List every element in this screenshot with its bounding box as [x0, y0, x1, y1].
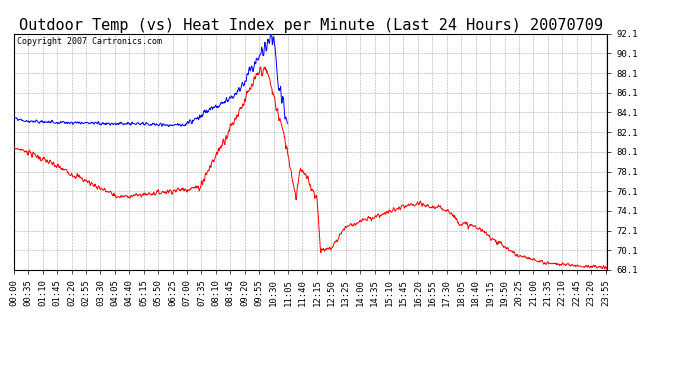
Text: Copyright 2007 Cartronics.com: Copyright 2007 Cartronics.com — [17, 37, 161, 46]
Title: Outdoor Temp (vs) Heat Index per Minute (Last 24 Hours) 20070709: Outdoor Temp (vs) Heat Index per Minute … — [19, 18, 602, 33]
